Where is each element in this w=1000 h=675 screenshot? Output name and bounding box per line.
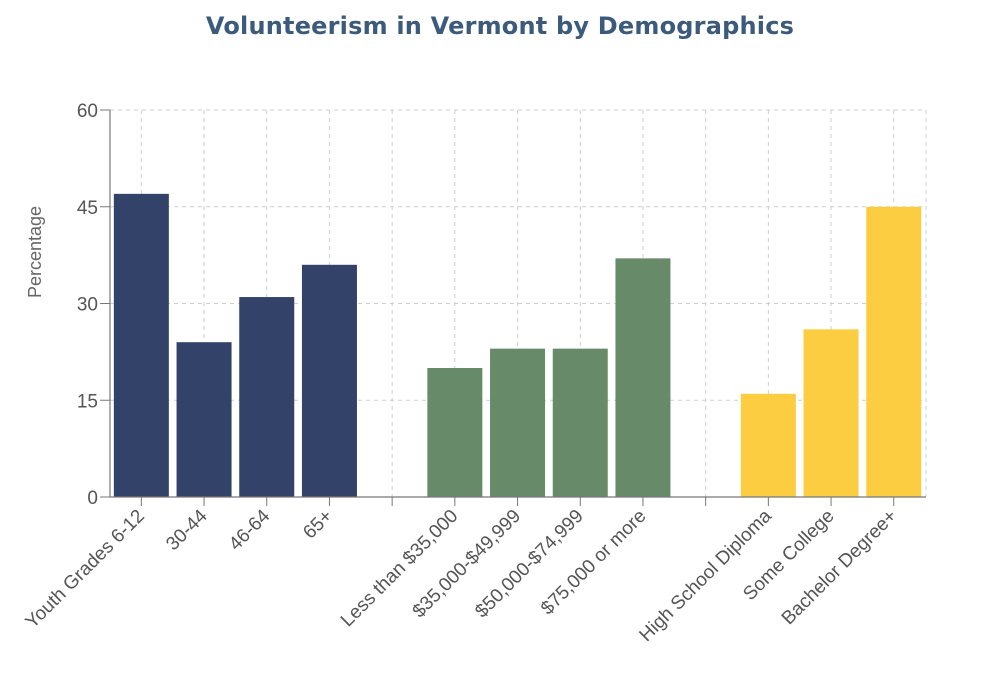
bar bbox=[427, 368, 483, 497]
y-tick-label: 60 bbox=[77, 101, 98, 122]
x-tick-label: Bachelor Degree+ bbox=[778, 506, 902, 630]
y-tick-label: 45 bbox=[77, 198, 98, 219]
bar bbox=[301, 264, 357, 497]
bars bbox=[113, 193, 922, 497]
y-tick-label: 15 bbox=[77, 391, 98, 412]
axes bbox=[100, 109, 926, 506]
bar bbox=[113, 193, 169, 497]
bar bbox=[239, 297, 295, 497]
x-tick-label: 65+ bbox=[299, 506, 337, 544]
bar bbox=[552, 348, 608, 497]
chart-title: Volunteerism in Vermont by Demographics bbox=[205, 12, 795, 40]
x-tick-label: Youth Grades 6-12 bbox=[22, 506, 149, 633]
x-tick-label: $35,000-$49,999 bbox=[409, 506, 525, 622]
y-axis-label: Percentage bbox=[25, 206, 45, 298]
x-tick-label: $50,000-$74,999 bbox=[471, 506, 587, 622]
x-tick-label: $75,000 or more bbox=[537, 506, 650, 619]
bar bbox=[176, 342, 232, 497]
bar bbox=[615, 258, 671, 497]
x-tick-label: 30-44 bbox=[162, 505, 212, 555]
x-tick-label: Less than $35,000 bbox=[337, 506, 462, 631]
bar bbox=[803, 329, 859, 497]
y-tick-label: 30 bbox=[77, 295, 98, 316]
bar bbox=[866, 206, 922, 497]
x-tick-label: 46-64 bbox=[225, 505, 275, 555]
bar bbox=[740, 393, 796, 497]
y-tick-label: 0 bbox=[87, 488, 98, 509]
bar bbox=[490, 348, 546, 497]
